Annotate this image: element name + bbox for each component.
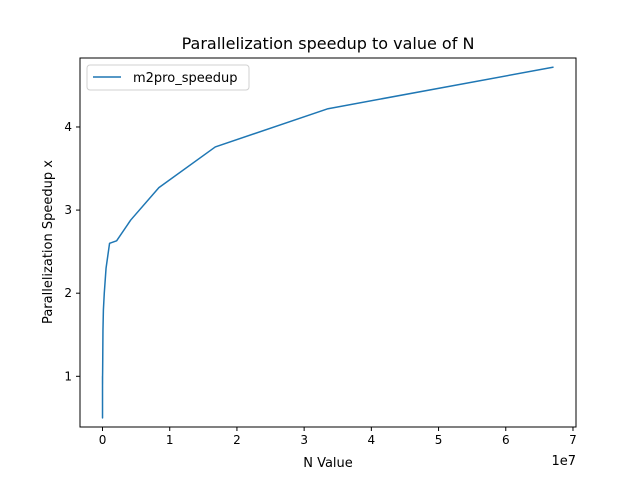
y-tick-label: 3 xyxy=(64,203,72,217)
x-offset-label: 1e7 xyxy=(551,454,576,469)
x-tick-label: 6 xyxy=(502,433,510,447)
legend: m2pro_speedup xyxy=(86,64,250,91)
y-tick-label: 1 xyxy=(64,369,72,383)
x-tick-label: 7 xyxy=(569,433,577,447)
y-axis: 1 2 3 4 xyxy=(64,120,80,383)
x-tick-label: 5 xyxy=(435,433,443,447)
x-axis: 0 1 2 3 4 5 6 7 xyxy=(99,427,577,447)
plot-area xyxy=(79,57,577,428)
y-axis-label: Parallelization Speedup x xyxy=(41,160,56,324)
y-tick-label: 4 xyxy=(64,120,72,134)
legend-box xyxy=(86,64,250,91)
x-tick-label: 1 xyxy=(166,433,174,447)
x-tick-label: 0 xyxy=(99,433,107,447)
plot-frame xyxy=(79,57,577,428)
x-tick-label: 4 xyxy=(368,433,376,447)
series-layer xyxy=(101,66,554,419)
y-tick-label: 2 xyxy=(64,286,72,300)
x-axis-label: N Value xyxy=(303,456,353,471)
series-line-m2pro-speedup xyxy=(101,66,554,419)
legend-label-m2pro-speedup: m2pro_speedup xyxy=(133,71,237,86)
chart-title: Parallelization speedup to value of N xyxy=(182,34,475,53)
x-tick-label: 3 xyxy=(300,433,308,447)
x-tick-label: 2 xyxy=(233,433,241,447)
